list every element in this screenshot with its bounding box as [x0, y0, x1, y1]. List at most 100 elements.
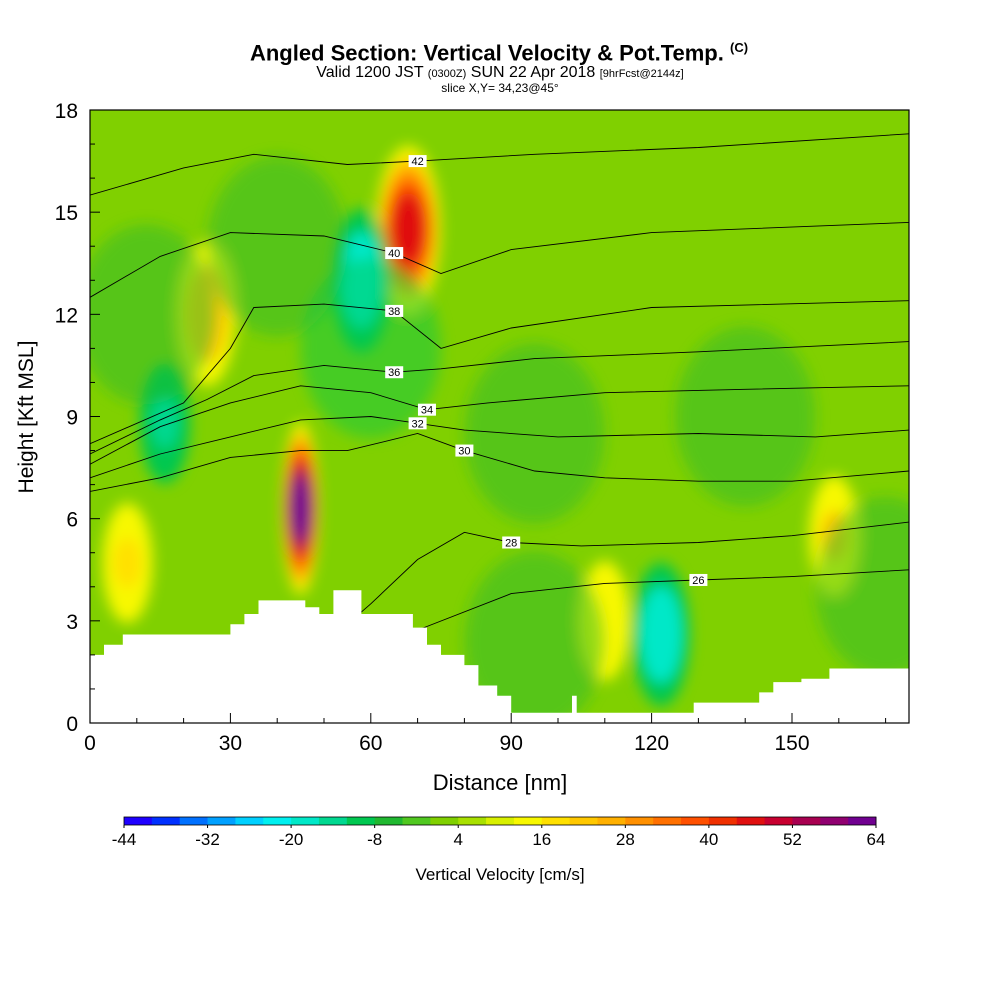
theta-label-text: 32 [411, 418, 423, 430]
x-tick-label: 60 [359, 732, 382, 755]
velocity-band [464, 343, 605, 524]
velocity-band [300, 258, 441, 439]
theta-label-text: 42 [411, 156, 423, 168]
colorbar-swatch [792, 817, 821, 825]
colorbar-swatch [653, 817, 682, 825]
colorbar-swatch [708, 817, 738, 825]
forecast-info: [9hrFcst@2144z] [599, 68, 684, 81]
theta-label-box [408, 155, 427, 168]
colorbar-swatch [681, 817, 710, 825]
terrain-fill [90, 590, 909, 723]
colorbar-tick-label: 64 [867, 830, 886, 849]
colorbar-swatch [151, 817, 181, 825]
theta-label-text: 30 [458, 446, 470, 458]
y-tick-label: 15 [55, 202, 78, 225]
colorbar-swatch [124, 817, 153, 825]
valid-utc: (0300Z) [427, 68, 467, 81]
y-tick-label: 18 [55, 100, 78, 123]
theta-label-box [455, 444, 474, 457]
theta-label: 26 [689, 573, 708, 587]
colorbar-tick-label: 40 [699, 830, 718, 849]
x-tick-label: 150 [774, 732, 809, 755]
velocity-band [207, 156, 348, 337]
colorbar-tick-label: 4 [453, 830, 462, 849]
velocity-band [815, 496, 909, 677]
colorbar-swatch [291, 817, 320, 825]
velocity-band [464, 551, 605, 723]
colorbar-swatch [179, 817, 209, 825]
colorbar: -44 -32 -20 -8 4 16 28 40 52 64 [112, 816, 886, 849]
colorbar-swatch [402, 817, 431, 825]
colorbar-swatch [597, 817, 626, 825]
theta-label: 32 [408, 417, 427, 430]
valid-prefix: Valid 1200 JST [316, 64, 424, 82]
colorbar-tick-label: 16 [532, 830, 551, 849]
theta-label-text: 36 [388, 367, 400, 379]
colorbar-swatch [625, 817, 654, 825]
theta-label-box [689, 573, 708, 586]
velocity-cell [646, 609, 675, 660]
velocity-cell [291, 483, 311, 534]
theta-label: 40 [385, 247, 404, 260]
chart-title: Angled Section: Vertical Velocity & Pot.… [0, 36, 1000, 65]
theta-line [415, 569, 909, 632]
colorbar-swatch [263, 817, 292, 825]
copyright-mark: (C) [730, 40, 749, 55]
y-tick-label: 3 [66, 611, 78, 634]
theta-label-text: 38 [388, 306, 400, 318]
theta-line [90, 385, 909, 465]
colorbar-swatch [541, 817, 571, 825]
theta-line [90, 341, 909, 455]
title-block: Angled Section: Vertical Velocity & Pot.… [0, 36, 1000, 95]
valid-date: SUN 22 Apr 2018 [470, 64, 596, 82]
colorbar-swatch [736, 817, 766, 825]
x-tick-label: 30 [219, 732, 242, 755]
y-tick-label: 12 [55, 304, 78, 327]
velocity-band [675, 326, 816, 507]
valid-time-line: Valid 1200 JST (0300Z) SUN 22 Apr 2018 [… [0, 65, 1000, 82]
terrain [90, 590, 909, 723]
colorbar-swatch [318, 817, 348, 825]
y-tick-label: 6 [66, 509, 78, 532]
colorbar-swatch [346, 817, 376, 825]
theta-line [90, 133, 909, 196]
colorbar-swatch [848, 817, 877, 825]
x-axis-label: Distance [nm] [433, 770, 568, 795]
x-tick-label: 90 [500, 732, 523, 755]
velocity-cell [394, 204, 423, 255]
colorbar-swatch [207, 817, 236, 825]
theta-label-box [385, 247, 404, 260]
y-tick-label: 9 [66, 407, 78, 430]
theta-label-text: 26 [692, 575, 704, 587]
colorbar-tick-label: 28 [616, 830, 635, 849]
theta-label: 38 [385, 304, 404, 318]
slice-info: slice X,Y= 34,23@45° [441, 81, 559, 96]
x-tick-label: 120 [634, 732, 669, 755]
velocity-cell [113, 537, 142, 588]
colorbar-swatch [764, 817, 793, 825]
chart-title-text: Angled Section: Vertical Velocity & Pot.… [249, 40, 724, 66]
colorbar-swatch [820, 817, 849, 825]
theta-label-box [408, 417, 427, 430]
velocity-cell [150, 398, 179, 449]
theta-label: 36 [385, 366, 404, 379]
colorbar-swatch [513, 817, 543, 825]
theta-label: 30 [455, 444, 474, 458]
colorbar-swatch [430, 817, 459, 825]
velocity-field [90, 110, 909, 723]
colorbar-swatch [374, 817, 404, 825]
colorbar-tick-label: 52 [783, 830, 802, 849]
theta-line [90, 433, 909, 492]
velocity-band [90, 224, 217, 405]
theta-label-text: 40 [388, 248, 400, 260]
theta-label: 28 [502, 536, 521, 550]
theta-label: 34 [417, 403, 436, 417]
colorbar-tick-label: -20 [279, 830, 304, 849]
colorbar-swatch [569, 817, 598, 825]
y-axis-label: Height [Kft MSL] [15, 341, 38, 494]
theta-label-text: 34 [421, 405, 433, 417]
colorbar-swatch [235, 817, 264, 825]
theta-line [90, 300, 909, 445]
